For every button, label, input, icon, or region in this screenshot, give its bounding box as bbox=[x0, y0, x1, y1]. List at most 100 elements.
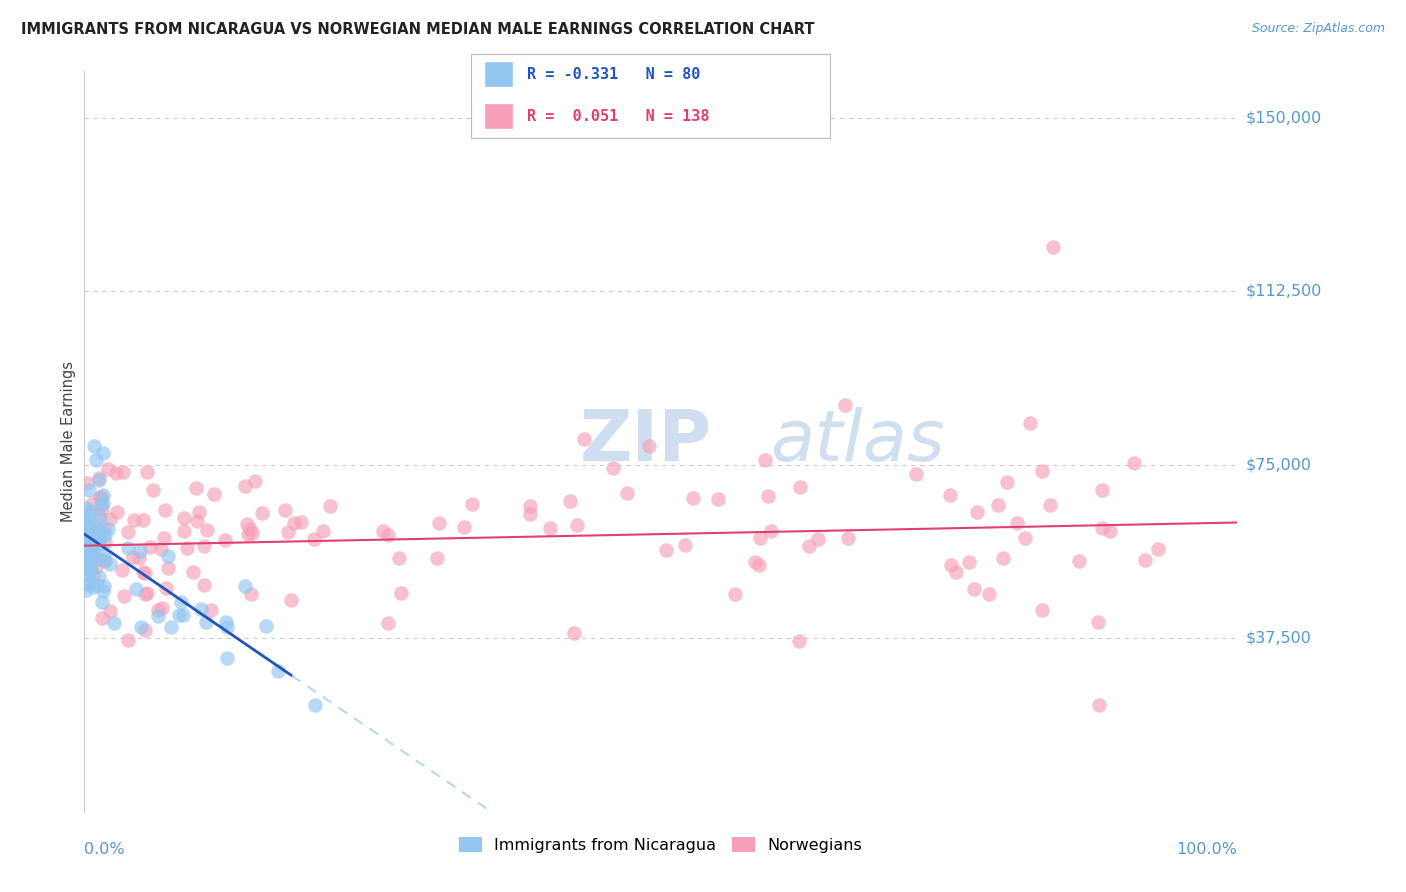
Point bbox=[90, 595, 112, 609]
Point bbox=[682, 491, 704, 506]
Point bbox=[186, 514, 208, 528]
Point bbox=[236, 527, 259, 541]
Point bbox=[215, 620, 238, 634]
Point bbox=[89, 473, 111, 487]
Text: IMMIGRANTS FROM NICARAGUA VS NORWEGIAN MEDIAN MALE EARNINGS CORRELATION CHART: IMMIGRANTS FROM NICARAGUA VS NORWEGIAN M… bbox=[21, 22, 814, 37]
Text: atlas: atlas bbox=[770, 407, 945, 476]
Point bbox=[167, 607, 190, 622]
Text: $75,000: $75,000 bbox=[1246, 458, 1312, 472]
Point bbox=[112, 589, 135, 603]
Point bbox=[79, 533, 101, 548]
Point bbox=[93, 553, 115, 567]
Point bbox=[979, 587, 1001, 601]
Point bbox=[654, 543, 676, 558]
Point bbox=[215, 615, 238, 630]
Point bbox=[79, 520, 101, 534]
Point bbox=[77, 551, 100, 566]
Point bbox=[111, 562, 134, 576]
Point bbox=[91, 496, 114, 510]
Point bbox=[991, 551, 1014, 566]
Point bbox=[80, 546, 103, 560]
Point bbox=[1018, 416, 1040, 430]
Point bbox=[453, 519, 475, 533]
Point bbox=[190, 601, 212, 615]
Point bbox=[90, 497, 112, 511]
Point bbox=[966, 505, 988, 519]
Point bbox=[638, 439, 661, 453]
Point bbox=[142, 483, 165, 497]
Point bbox=[76, 559, 98, 574]
Point bbox=[184, 481, 207, 495]
Point bbox=[134, 624, 156, 638]
Point bbox=[128, 551, 150, 566]
Point bbox=[519, 499, 541, 513]
Point bbox=[75, 582, 97, 597]
Point bbox=[136, 465, 159, 479]
Point bbox=[87, 471, 110, 485]
Point bbox=[86, 578, 108, 592]
Point bbox=[105, 505, 128, 519]
Point bbox=[93, 521, 115, 535]
Point bbox=[283, 516, 305, 530]
Point bbox=[1067, 553, 1090, 567]
Point bbox=[79, 520, 101, 534]
Point bbox=[945, 566, 967, 580]
Point bbox=[77, 529, 100, 543]
Point bbox=[77, 547, 100, 561]
Point bbox=[89, 510, 111, 524]
Point bbox=[132, 566, 155, 580]
Point bbox=[280, 593, 302, 607]
Point bbox=[76, 475, 98, 490]
Point bbox=[797, 539, 820, 553]
Point bbox=[995, 475, 1018, 489]
Point bbox=[146, 609, 169, 624]
Text: 100.0%: 100.0% bbox=[1177, 842, 1237, 857]
Point bbox=[787, 633, 810, 648]
Point bbox=[558, 493, 581, 508]
Text: $112,500: $112,500 bbox=[1246, 284, 1322, 299]
Point bbox=[91, 584, 114, 599]
Point bbox=[77, 551, 100, 566]
Y-axis label: Median Male Earnings: Median Male Earnings bbox=[60, 361, 76, 522]
Text: Source: ZipAtlas.com: Source: ZipAtlas.com bbox=[1251, 22, 1385, 36]
Point bbox=[200, 603, 222, 617]
Point bbox=[304, 698, 326, 713]
Point bbox=[132, 513, 155, 527]
Point bbox=[188, 505, 211, 519]
Point bbox=[538, 521, 561, 535]
Point bbox=[84, 552, 107, 566]
Point bbox=[153, 531, 176, 545]
Point bbox=[236, 517, 259, 532]
Point bbox=[76, 522, 98, 536]
Point bbox=[97, 462, 120, 476]
Point bbox=[748, 558, 770, 573]
Text: ZIP: ZIP bbox=[581, 407, 713, 476]
Point bbox=[75, 558, 97, 572]
Point bbox=[202, 487, 225, 501]
Point bbox=[1091, 521, 1114, 535]
Point bbox=[193, 539, 215, 553]
Point bbox=[76, 531, 98, 545]
Point bbox=[122, 549, 145, 564]
Text: $150,000: $150,000 bbox=[1246, 110, 1322, 125]
Point bbox=[98, 557, 121, 571]
Point bbox=[90, 490, 112, 504]
Point bbox=[82, 540, 104, 554]
Point bbox=[214, 533, 236, 547]
Point bbox=[789, 480, 811, 494]
Point bbox=[173, 511, 195, 525]
Point bbox=[426, 551, 449, 566]
Point bbox=[572, 432, 595, 446]
Text: R = -0.331   N = 80: R = -0.331 N = 80 bbox=[527, 68, 700, 82]
Point bbox=[1042, 240, 1064, 254]
Point bbox=[1091, 483, 1114, 497]
Point bbox=[707, 491, 730, 506]
Point bbox=[77, 483, 100, 497]
Point bbox=[103, 615, 125, 630]
Point bbox=[233, 479, 256, 493]
Point bbox=[76, 541, 98, 556]
Point bbox=[939, 488, 962, 502]
Point bbox=[82, 545, 104, 559]
Point bbox=[128, 544, 150, 558]
Point bbox=[75, 512, 97, 526]
